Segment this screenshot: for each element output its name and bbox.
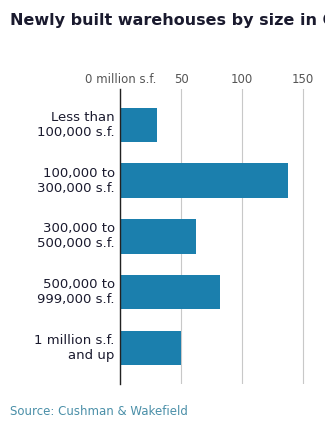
Bar: [120, 163, 289, 198]
Bar: [120, 108, 157, 142]
Text: Source: Cushman & Wakefield: Source: Cushman & Wakefield: [10, 405, 188, 418]
Bar: [120, 275, 220, 309]
Bar: [120, 330, 181, 365]
Text: Newly built warehouses by size in Q4: Newly built warehouses by size in Q4: [10, 13, 325, 28]
Bar: [120, 219, 196, 254]
